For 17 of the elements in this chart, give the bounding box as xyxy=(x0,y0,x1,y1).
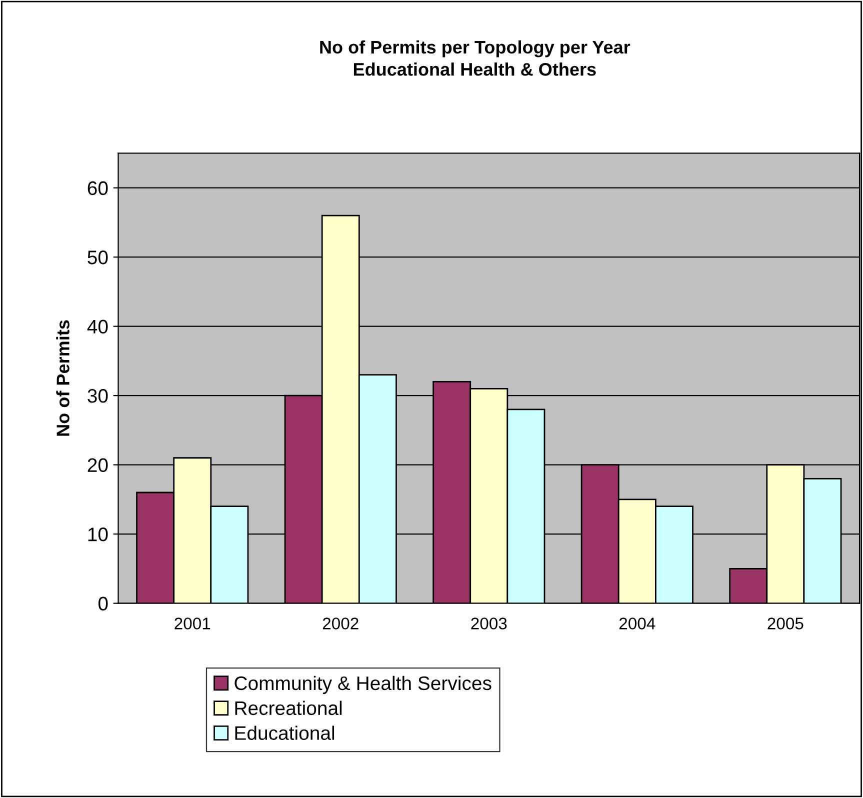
y-tick-label: 50 xyxy=(88,250,108,264)
x-tick-label: 2003 xyxy=(471,618,507,630)
y-tick-label: 0 xyxy=(98,596,108,611)
chart-title: No of Permits per Topology per Year Educational Health & Others xyxy=(320,40,630,76)
y-tick-label: 30 xyxy=(88,389,108,403)
legend-label: Recreational xyxy=(235,700,342,716)
x-tick-label: 2001 xyxy=(174,618,210,630)
y-tick-label: 10 xyxy=(88,528,108,542)
legend-label: Community & Health Services xyxy=(234,676,492,694)
x-tick-label: 2004 xyxy=(619,618,656,630)
x-tick-label: 2005 xyxy=(768,618,804,630)
y-tick-label: 20 xyxy=(88,458,108,472)
y-tick-label: 40 xyxy=(87,320,108,334)
legend-label: Educational xyxy=(235,726,334,740)
y-axis-title: No of Permits xyxy=(56,320,70,436)
y-tick-label: 60 xyxy=(88,181,108,196)
x-tick-label: 2002 xyxy=(322,618,358,630)
